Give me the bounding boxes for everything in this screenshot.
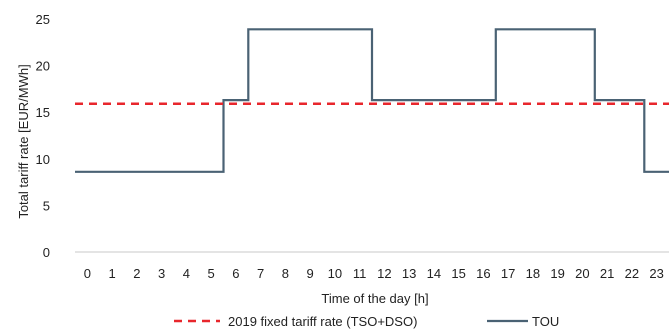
x-tick-label: 19: [550, 266, 564, 281]
x-tick-label: 8: [282, 266, 289, 281]
series-layer: [75, 28, 669, 173]
x-tick-label: 17: [501, 266, 515, 281]
y-tick-label: 20: [36, 59, 50, 74]
x-tick-label: 2: [133, 266, 140, 281]
y-tick-label: 10: [36, 152, 50, 167]
series-line-tou: [75, 28, 669, 173]
legend-label-fixed-rate: 2019 fixed tariff rate (TSO+DSO): [228, 314, 417, 329]
x-tick-label: 14: [427, 266, 441, 281]
x-axis-title: Time of the day [h]: [321, 291, 428, 306]
x-axis-ticks: 0 1 2 3 4 5 6 7 8 9 10 11 12 13 14 15 16 17 18 19 20 21 22 23: [84, 266, 664, 281]
y-tick-label: 0: [43, 245, 50, 260]
x-tick-label: 7: [257, 266, 264, 281]
x-tick-label: 4: [183, 266, 190, 281]
x-tick-label: 10: [328, 266, 342, 281]
x-tick-label: 12: [377, 266, 391, 281]
x-tick-label: 1: [109, 266, 116, 281]
x-tick-label: 18: [526, 266, 540, 281]
x-tick-label: 21: [600, 266, 614, 281]
x-tick-label: 0: [84, 266, 91, 281]
x-tick-label: 15: [451, 266, 465, 281]
x-tick-label: 13: [402, 266, 416, 281]
x-tick-label: 11: [353, 266, 367, 281]
x-tick-label: 20: [575, 266, 589, 281]
y-tick-label: 15: [36, 105, 50, 120]
legend-label-tou: TOU: [532, 314, 559, 329]
x-tick-label: 5: [208, 266, 215, 281]
y-tick-label: 25: [36, 12, 50, 27]
x-tick-label: 16: [476, 266, 490, 281]
x-tick-label: 3: [158, 266, 165, 281]
y-axis-title: Total tariff rate [EUR/MWh]: [16, 64, 31, 218]
legend: 2019 fixed tariff rate (TSO+DSO) TOU: [174, 314, 559, 329]
y-tick-label: 5: [43, 198, 50, 213]
x-tick-label: 6: [232, 266, 239, 281]
x-tick-label: 22: [625, 266, 639, 281]
x-tick-label: 9: [307, 266, 314, 281]
x-tick-label: 23: [649, 266, 663, 281]
y-axis-ticks: 0 5 10 15 20 25: [36, 12, 50, 260]
